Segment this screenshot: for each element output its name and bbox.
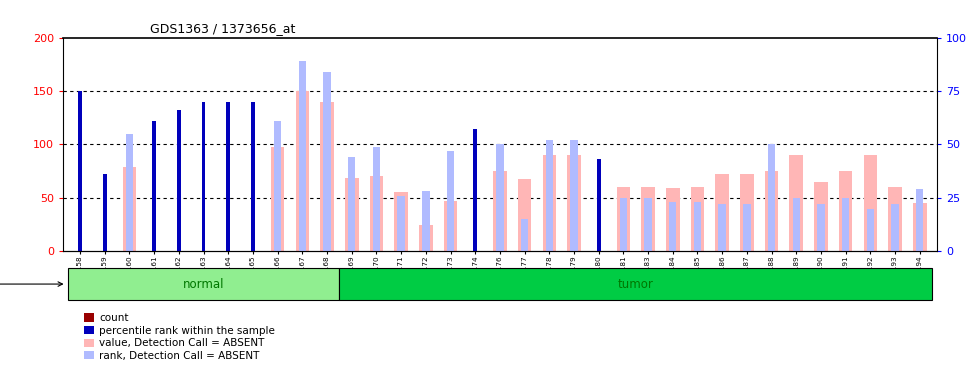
- Bar: [842, 198, 849, 251]
- Bar: [789, 155, 803, 251]
- Bar: [103, 174, 106, 251]
- Bar: [177, 143, 181, 251]
- Bar: [497, 144, 503, 251]
- Bar: [616, 187, 630, 251]
- Bar: [298, 61, 306, 251]
- Bar: [669, 202, 676, 251]
- Bar: [567, 155, 581, 251]
- Bar: [78, 134, 82, 251]
- Bar: [270, 147, 284, 251]
- Bar: [339, 268, 932, 300]
- Bar: [296, 91, 309, 251]
- Bar: [177, 110, 181, 251]
- Bar: [394, 192, 408, 251]
- Bar: [644, 198, 652, 251]
- Bar: [641, 187, 655, 251]
- Bar: [345, 177, 358, 251]
- Bar: [251, 139, 255, 251]
- Bar: [251, 102, 255, 251]
- Bar: [864, 155, 877, 251]
- Bar: [422, 191, 430, 251]
- Bar: [226, 139, 230, 251]
- Bar: [397, 196, 405, 251]
- Bar: [666, 188, 679, 251]
- Bar: [202, 102, 206, 251]
- Bar: [814, 182, 828, 251]
- Bar: [619, 198, 627, 251]
- Bar: [543, 155, 556, 251]
- Bar: [817, 204, 825, 251]
- Bar: [373, 147, 381, 251]
- Bar: [68, 268, 339, 300]
- Bar: [123, 167, 136, 251]
- Bar: [321, 102, 334, 251]
- Bar: [153, 121, 156, 251]
- Bar: [274, 121, 281, 251]
- Bar: [78, 91, 82, 251]
- Bar: [694, 202, 701, 251]
- Bar: [597, 180, 601, 251]
- Bar: [740, 174, 753, 251]
- Bar: [719, 204, 725, 251]
- Text: tumor: tumor: [618, 278, 654, 291]
- Bar: [765, 171, 779, 251]
- Bar: [597, 159, 601, 251]
- Bar: [521, 219, 528, 251]
- Text: normal: normal: [183, 278, 224, 291]
- Bar: [226, 102, 230, 251]
- Bar: [691, 187, 704, 251]
- Bar: [370, 177, 384, 251]
- Bar: [768, 144, 776, 251]
- Bar: [202, 137, 206, 251]
- Bar: [473, 144, 477, 251]
- Bar: [889, 187, 902, 251]
- Bar: [473, 129, 477, 251]
- Bar: [419, 225, 433, 251]
- Bar: [838, 171, 852, 251]
- Bar: [892, 204, 898, 251]
- Bar: [518, 178, 531, 251]
- Bar: [103, 196, 106, 251]
- Bar: [916, 189, 923, 251]
- Bar: [447, 151, 454, 251]
- Bar: [867, 209, 874, 251]
- Bar: [716, 174, 729, 251]
- Bar: [348, 157, 355, 251]
- Legend: count, percentile rank within the sample, value, Detection Call = ABSENT, rank, : count, percentile rank within the sample…: [79, 309, 279, 365]
- Bar: [546, 140, 553, 251]
- Bar: [443, 201, 457, 251]
- Bar: [324, 72, 330, 251]
- Bar: [743, 204, 751, 251]
- Bar: [126, 134, 133, 251]
- Bar: [493, 171, 507, 251]
- Text: GDS1363 / 1373656_at: GDS1363 / 1373656_at: [151, 22, 296, 35]
- Bar: [570, 140, 578, 251]
- Bar: [792, 198, 800, 251]
- Bar: [153, 155, 156, 251]
- Bar: [913, 203, 926, 251]
